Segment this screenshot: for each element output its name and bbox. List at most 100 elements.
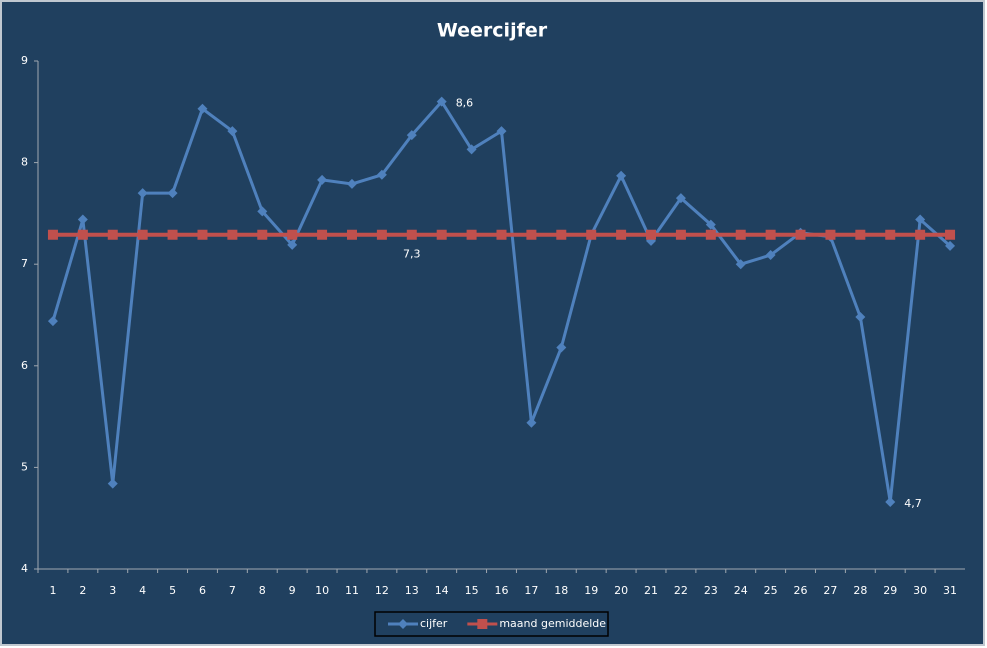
marker: [526, 229, 537, 240]
x-tick-label: 23: [704, 584, 718, 597]
y-tick-label: 9: [21, 54, 28, 67]
x-tick-label: 2: [79, 584, 86, 597]
marker: [107, 478, 118, 489]
x-tick-label: 17: [524, 584, 538, 597]
x-tick-label: 14: [435, 584, 449, 597]
marker: [556, 342, 567, 353]
y-tick-label: 7: [21, 257, 28, 270]
x-tick-label: 30: [913, 584, 927, 597]
x-tick-label: 25: [764, 584, 778, 597]
marker: [586, 229, 597, 240]
x-tick-label: 28: [853, 584, 867, 597]
x-tick-label: 31: [943, 584, 957, 597]
marker: [77, 229, 88, 240]
marker: [406, 229, 417, 240]
marker: [137, 229, 148, 240]
x-tick-label: 26: [794, 584, 808, 597]
marker: [885, 229, 896, 240]
x-tick-label: 3: [109, 584, 116, 597]
marker: [885, 496, 896, 507]
x-tick-label: 13: [405, 584, 419, 597]
y-tick-label: 4: [21, 562, 28, 575]
marker: [855, 312, 866, 323]
x-tick-label: 6: [199, 584, 206, 597]
marker: [197, 103, 208, 114]
marker: [915, 214, 926, 225]
y-tick-label: 6: [21, 359, 28, 372]
marker: [915, 229, 926, 240]
y-tick-label: 8: [21, 156, 28, 169]
marker: [735, 229, 746, 240]
legend-label: maand gemiddelde: [499, 617, 606, 630]
x-tick-label: 16: [495, 584, 509, 597]
data-label: 8,6: [456, 97, 474, 110]
marker: [346, 229, 357, 240]
y-tick-label: 5: [21, 460, 28, 473]
x-tick-label: 8: [259, 584, 266, 597]
marker: [855, 229, 866, 240]
marker: [945, 240, 956, 251]
marker: [167, 188, 178, 199]
marker: [466, 229, 477, 240]
marker: [705, 229, 716, 240]
marker: [705, 219, 716, 230]
x-tick-label: 1: [49, 584, 56, 597]
marker: [257, 206, 268, 217]
chart-title: Weercijfer: [437, 20, 548, 42]
legend-label: cijfer: [420, 617, 448, 630]
x-tick-label: 12: [375, 584, 389, 597]
marker: [646, 229, 657, 240]
data-label: 7,3: [403, 248, 421, 261]
marker: [317, 174, 328, 185]
x-tick-label: 29: [883, 584, 897, 597]
x-tick-label: 10: [315, 584, 329, 597]
x-tick-label: 27: [823, 584, 837, 597]
marker: [765, 250, 776, 261]
legend-box: [374, 611, 609, 637]
marker: [496, 229, 507, 240]
marker: [257, 229, 268, 240]
marker: [227, 126, 238, 137]
data-label: 4,7: [904, 497, 922, 510]
legend-marker: [398, 619, 408, 629]
marker: [556, 229, 567, 240]
x-tick-label: 22: [674, 584, 688, 597]
x-tick-label: 18: [554, 584, 568, 597]
marker: [47, 229, 58, 240]
marker: [317, 229, 328, 240]
marker: [376, 169, 387, 180]
marker: [526, 417, 537, 428]
marker: [346, 178, 357, 189]
marker: [47, 316, 58, 327]
x-tick-label: 15: [465, 584, 479, 597]
marker: [466, 144, 477, 155]
marker: [496, 126, 507, 137]
marker: [765, 229, 776, 240]
marker: [287, 239, 298, 250]
marker: [436, 96, 447, 107]
x-tick-label: 4: [139, 584, 146, 597]
marker: [137, 188, 148, 199]
marker: [735, 259, 746, 270]
marker: [107, 229, 118, 240]
x-tick-label: 24: [734, 584, 748, 597]
marker: [167, 229, 178, 240]
x-tick-label: 7: [229, 584, 236, 597]
marker: [825, 229, 836, 240]
x-tick-label: 9: [289, 584, 296, 597]
x-tick-label: 5: [169, 584, 176, 597]
legend-marker: [477, 619, 488, 629]
marker: [945, 229, 956, 240]
marker: [376, 229, 387, 240]
marker: [227, 229, 238, 240]
marker: [77, 214, 88, 225]
x-tick-label: 19: [584, 584, 598, 597]
marker: [287, 229, 298, 240]
marker: [197, 229, 208, 240]
marker: [406, 130, 417, 141]
marker: [616, 229, 627, 240]
x-tick-label: 21: [644, 584, 658, 597]
marker: [436, 229, 447, 240]
